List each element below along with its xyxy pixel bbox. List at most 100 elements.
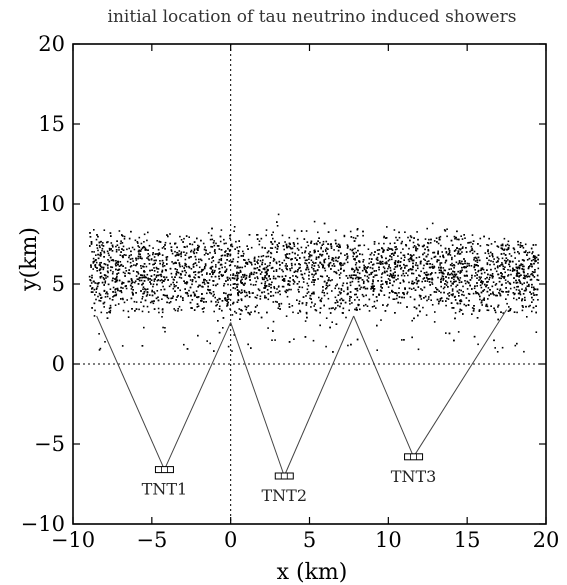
shower-point [435,291,438,293]
shower-point [200,259,203,262]
shower-point [354,277,357,280]
shower-point [514,257,516,259]
shower-point [428,281,431,283]
shower-point [412,265,414,268]
shower-point [204,263,207,265]
shower-point [434,272,437,274]
shower-point [456,247,458,249]
shower-point [375,307,377,309]
shower-point [525,288,528,291]
shower-point [159,241,162,243]
shower-point [475,257,478,260]
shower-point [470,249,473,252]
shower-point [451,290,454,292]
shower-point [268,285,270,287]
shower-point [440,281,442,283]
shower-point [289,277,291,279]
shower-point [335,271,337,273]
shower-point [440,271,443,274]
shower-point [112,259,114,261]
shower-point [399,302,402,304]
shower-point [356,276,358,278]
shower-point [255,280,258,283]
shower-point [146,239,148,242]
shower-point [131,286,134,288]
shower-point [285,267,287,269]
shower-point [467,304,470,306]
shower-point [274,339,276,341]
shower-point [524,251,526,254]
shower-point [170,272,173,275]
shower-point [183,237,185,240]
shower-point [413,287,415,290]
shower-point [180,251,183,253]
shower-point [346,244,349,246]
shower-point [232,302,234,305]
shower-point [440,266,442,269]
detector-label: TNT3 [391,467,437,486]
shower-point [495,261,498,263]
shower-point [392,274,394,277]
shower-point [264,263,266,265]
shower-point [335,229,337,232]
shower-point [501,262,503,264]
shower-point [205,249,207,252]
shower-point [238,266,240,269]
shower-point [246,263,249,265]
shower-point [433,291,436,293]
shower-point [418,304,420,307]
shower-point [297,242,299,245]
shower-point [201,270,203,272]
shower-point [375,270,377,272]
shower-point [535,256,538,259]
shower-point [317,278,319,280]
shower-point [453,264,456,267]
shower-point [354,237,357,240]
shower-point [351,268,353,271]
shower-point [207,285,209,288]
shower-point [401,339,403,341]
shower-point [98,292,101,295]
shower-point [242,283,245,286]
shower-point [166,294,168,297]
shower-point [366,305,369,307]
shower-point [356,338,359,341]
shower-point [305,311,308,314]
shower-point [143,241,145,243]
shower-point [240,276,243,278]
shower-point [443,286,446,288]
shower-point [270,295,272,297]
shower-point [533,289,535,291]
shower-point [201,285,203,288]
shower-point [92,268,94,270]
shower-point [130,278,133,280]
shower-point [291,264,293,267]
shower-point [178,262,181,264]
shower-point [117,272,120,274]
shower-point [146,305,149,308]
shower-point [207,253,209,255]
shower-point [325,284,328,287]
shower-point [165,258,168,260]
shower-point [413,245,416,247]
shower-point [120,240,122,242]
shower-point [116,279,118,281]
shower-point [259,295,262,298]
shower-point [456,252,459,255]
shower-point [516,273,518,276]
shower-point [285,289,288,291]
shower-point [356,271,359,274]
shower-point [338,256,340,258]
shower-point [115,268,117,271]
shower-point [161,259,164,262]
shower-point [198,258,200,261]
shower-point [137,278,140,281]
shower-point [422,278,425,280]
shower-point [289,269,292,272]
shower-point [102,242,104,244]
shower-point [307,244,310,247]
shower-point [293,271,296,273]
shower-point [175,274,178,276]
shower-point [126,299,128,301]
shower-point [377,280,379,282]
